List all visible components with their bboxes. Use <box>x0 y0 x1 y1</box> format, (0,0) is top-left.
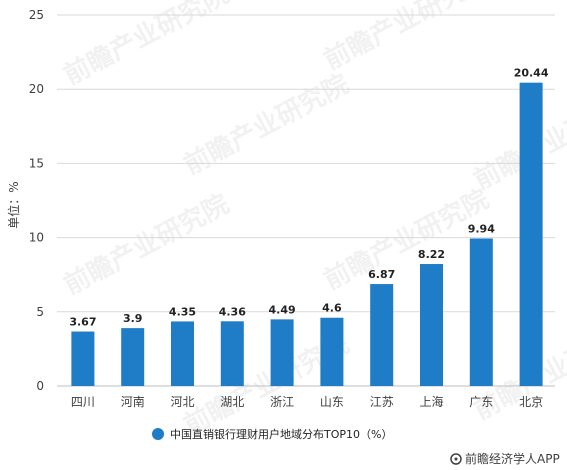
y-tick-label: 10 <box>29 231 44 245</box>
x-tick-label: 广东 <box>469 395 493 409</box>
legend: 中国直销银行理财用户地域分布TOP10（%） <box>152 427 392 441</box>
watermark-text: 前瞻产业研究院 <box>59 0 234 91</box>
y-tick-label: 5 <box>36 305 44 319</box>
credit: 前瞻经济学人APP <box>450 451 560 466</box>
credit-logo-icon <box>450 453 462 465</box>
x-tick-label: 湖北 <box>220 394 244 409</box>
bar <box>220 321 244 386</box>
data-labels: 3.67 3.9 4.35 4.36 4.49 4.6 6.87 8.22 9.94 20.44 <box>69 67 549 329</box>
watermark-text: 前瞻产业研究院 <box>319 183 494 296</box>
x-tick-label: 浙江 <box>270 395 294 409</box>
bar <box>320 317 344 386</box>
data-label: 20.44 <box>514 67 549 80</box>
data-label: 4.6 <box>322 302 342 315</box>
data-label: 4.35 <box>169 305 196 318</box>
credit-logo-dot <box>454 457 458 461</box>
watermark-text: 前瞻产业研究院 <box>319 0 494 76</box>
bar <box>420 264 443 386</box>
x-tick-label: 江苏 <box>370 395 394 409</box>
watermark-text: 前瞻产业研究院 <box>59 188 234 301</box>
x-tick-label: 四川 <box>71 395 95 409</box>
bar <box>171 321 194 386</box>
data-label: 6.87 <box>368 268 395 281</box>
legend-label: 中国直销银行理财用户地域分布TOP10（%） <box>170 427 392 441</box>
y-tick-label: 20 <box>29 82 44 96</box>
bar <box>469 238 493 386</box>
credit-text: 前瞻经济学人APP <box>465 451 560 466</box>
x-tick-label: 上海 <box>419 394 443 409</box>
x-tick-label: 北京 <box>519 395 543 409</box>
y-axis-label: 单位：% <box>6 181 21 228</box>
data-label: 3.67 <box>69 316 96 329</box>
data-label: 8.22 <box>418 248 445 261</box>
data-label: 4.49 <box>269 303 296 316</box>
bar <box>370 284 394 386</box>
legend-marker <box>152 428 164 440</box>
x-tick-label: 山东 <box>320 395 344 409</box>
bar <box>71 331 95 386</box>
x-tick-label: 河北 <box>170 395 194 409</box>
x-axis-categories: 四川 河南 河北 湖北 浙江 山东 江苏 上海 广东 北京 <box>71 394 543 409</box>
watermark-text: 前瞻产业研究院 <box>179 68 354 181</box>
bar <box>270 319 294 386</box>
x-tick-label: 河南 <box>121 394 145 409</box>
data-label: 9.94 <box>468 222 495 235</box>
bar <box>519 82 543 386</box>
bar <box>121 328 145 386</box>
y-tick-label: 25 <box>29 8 44 22</box>
bars <box>71 82 543 386</box>
data-label: 3.9 <box>123 312 143 325</box>
watermark-text: 前瞻产业研究院 <box>469 83 567 196</box>
y-tick-label: 0 <box>36 379 44 393</box>
y-tick-label: 15 <box>29 156 44 170</box>
y-axis-ticks: 0 5 10 15 20 25 <box>29 8 44 393</box>
data-label: 4.36 <box>219 305 246 318</box>
